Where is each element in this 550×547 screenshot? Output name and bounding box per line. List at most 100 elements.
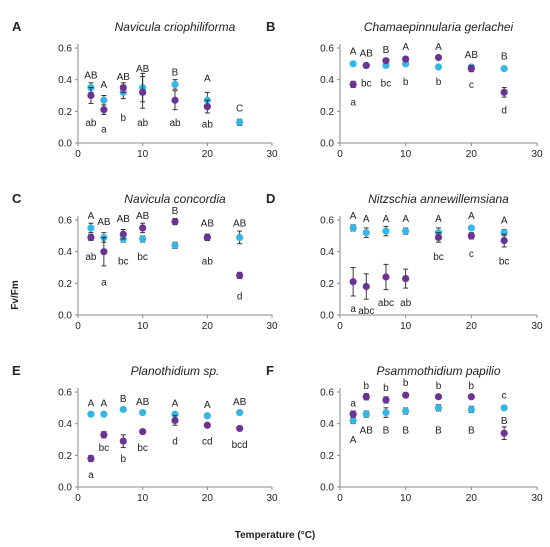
y-tick-label: 0.0 [320,483,334,494]
blue-data-point [203,412,211,420]
significance-letter: AB [465,50,479,61]
significance-letter: A [172,399,179,410]
panel-letter: B [266,19,275,34]
significance-letter: A [350,47,357,58]
purple-data-point [402,274,410,283]
y-tick-label: 0.2 [320,107,334,118]
significance-letter: b [383,383,389,394]
purple-data-point [87,454,95,463]
significance-letter: bc [361,78,372,89]
significance-letter: ab [400,298,412,309]
significance-letter: b [120,454,126,465]
significance-letter: ab [202,120,214,131]
significance-letter: A [101,80,108,91]
y-tick-label: 0.4 [320,247,334,258]
significance-letter: b [403,77,409,88]
x-tick-label: 0 [75,149,81,160]
y-tick-label: 0.4 [320,75,334,86]
blue-data-point [139,235,147,243]
y-tick-label: 0.2 [58,107,72,118]
significance-letter: AB [136,64,150,75]
y-tick-label: 0.2 [320,279,334,290]
y-tick-label: 0.4 [58,247,72,258]
x-tick-label: 10 [400,321,412,332]
y-tick-label: 0.6 [320,216,334,227]
significance-letter: b [436,381,442,392]
x-tick-label: 20 [202,493,214,504]
x-tick-label: 20 [202,149,214,160]
significance-letter: bcd [232,440,248,451]
panel-title: Navicula criophiliforma [115,20,236,34]
purple-data-point [139,88,147,96]
significance-letter: d [172,437,178,448]
significance-letter: AB [201,219,215,230]
significance-letter: a [350,304,356,315]
x-tick-label: 10 [137,493,149,504]
purple-data-point [203,233,211,242]
purple-data-point [236,271,244,280]
panel-title: Navicula concordia [124,192,226,206]
significance-letter: A [204,74,211,85]
significance-letter: bc [118,257,129,268]
y-tick-label: 0.0 [320,139,334,150]
blue-data-point [236,118,244,127]
purple-data-point [382,273,390,281]
blue-data-point [100,410,108,418]
purple-data-point [402,391,410,399]
panel-title: Nitzschia annewillemsiana [368,192,509,206]
significance-letter: AB [360,426,374,437]
purple-data-point [500,236,508,245]
panel-title: Chamaepinnularia gerlachei [364,20,514,34]
x-tick-label: 30 [531,493,543,504]
significance-letter: A [435,42,442,53]
significance-letter: B [120,394,127,405]
blue-data-point [171,241,179,249]
significance-letter: a [101,124,107,135]
y-tick-label: 0.4 [320,419,334,430]
blue-data-point [87,410,95,418]
purple-data-point [500,429,508,437]
significance-letter: AB [360,48,374,59]
blue-data-point [382,408,390,417]
blue-data-point [434,63,443,71]
x-tick-label: 0 [337,321,343,332]
x-tick-label: 30 [531,321,543,332]
significance-letter: A [204,400,211,411]
significance-letter: B [402,426,409,437]
blue-data-point [434,404,443,412]
significance-letter: A [435,214,442,225]
significance-letter: d [237,292,243,303]
blue-data-point [467,405,475,414]
significance-letter: ab [202,257,214,268]
significance-letter: A [88,211,95,222]
significance-letter: cd [202,437,213,448]
purple-data-point [236,424,244,433]
panel-d: D Nitzschia annewillemsiana 0.0 0.2 0.4 0.6 0 1… [266,191,543,332]
purple-data-point [203,102,211,111]
blue-data-point [500,64,508,73]
purple-data-point [139,224,147,232]
significance-letter: b [120,113,126,124]
blue-data-point [236,408,244,417]
x-tick-label: 10 [400,493,412,504]
significance-letter: AB [117,214,131,225]
significance-letter: B [501,51,508,62]
x-tick-label: 10 [137,149,149,160]
blue-data-point [500,404,508,412]
y-tick-label: 0.2 [58,279,72,290]
significance-letter: AB [136,397,150,408]
y-tick-label: 0.6 [320,388,334,399]
panel-title: Planothidium sp. [131,364,220,378]
significance-letter: ab [85,252,97,263]
y-tick-label: 0.6 [58,388,72,399]
purple-data-point [467,64,475,73]
purple-data-point [500,88,508,96]
purple-data-point [203,421,211,429]
significance-letter: b [403,378,409,389]
purple-data-point [402,55,410,63]
significance-letter: bc [137,252,148,263]
x-tick-label: 0 [337,493,343,504]
significance-letter: ab [85,118,97,129]
purple-data-point [100,248,108,256]
panel-letter: D [266,191,275,206]
